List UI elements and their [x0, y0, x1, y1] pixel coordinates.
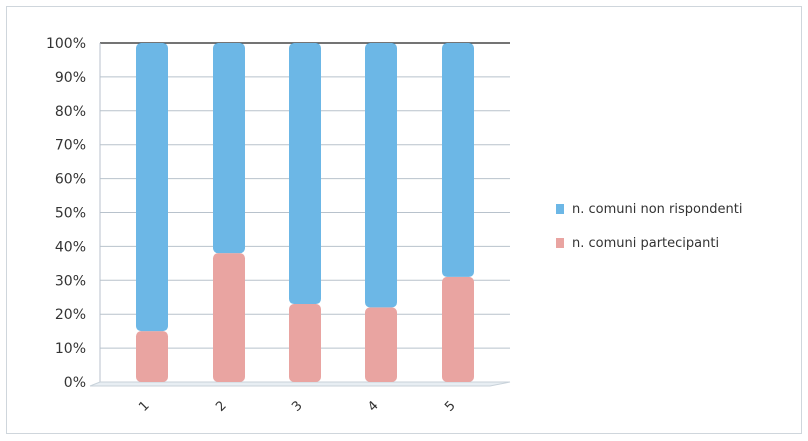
y-tick-label: 70% — [55, 138, 86, 154]
bar-non-rispondenti — [365, 43, 397, 308]
legend-item-non-rispondenti: n. comuni non rispondenti — [556, 200, 742, 218]
y-tick-label: 100% — [46, 36, 86, 52]
legend-swatch-non-rispondenti — [556, 204, 564, 214]
y-axis-ticks: 0% 10% 20% 30% 40% 50% 60% 70% 80% 90% 100% — [46, 36, 86, 391]
legend-item-partecipanti: n. comuni partecipanti — [556, 234, 742, 252]
bar-partecipanti — [365, 307, 397, 382]
x-tick-label: 2 — [213, 398, 229, 414]
bar-non-rispondenti — [289, 43, 321, 305]
bar-non-rispondenti — [213, 43, 245, 254]
y-tick-label: 60% — [55, 172, 86, 188]
y-tick-label: 30% — [55, 273, 86, 289]
y-tick-label: 40% — [55, 239, 86, 255]
bar-partecipanti — [136, 331, 168, 382]
y-tick-label: 90% — [55, 70, 86, 86]
bar-partecipanti — [442, 276, 474, 382]
y-tick-label: 80% — [55, 104, 86, 120]
legend: n. comuni non rispondenti n. comuni part… — [556, 200, 742, 268]
x-tick-label: 4 — [365, 398, 381, 414]
legend-swatch-partecipanti — [556, 238, 564, 248]
y-tick-label: 10% — [55, 341, 86, 357]
legend-label-partecipanti: n. comuni partecipanti — [572, 235, 720, 251]
chart-floor — [89, 381, 511, 387]
bar-non-rispondenti — [136, 43, 168, 332]
x-axis-ticks: 1 2 3 4 5 — [136, 398, 458, 414]
x-tick-label: 3 — [289, 398, 305, 414]
legend-label-non-rispondenti: n. comuni non rispondenti — [572, 201, 743, 217]
x-tick-label: 5 — [442, 398, 458, 414]
bar-non-rispondenti — [442, 43, 474, 277]
y-tick-label: 20% — [55, 307, 86, 323]
x-tick-label: 1 — [136, 398, 152, 414]
y-tick-label: 50% — [55, 206, 86, 222]
bars — [136, 43, 474, 382]
bar-partecipanti — [213, 253, 245, 382]
bar-partecipanti — [289, 304, 321, 382]
y-tick-label: 0% — [64, 375, 86, 391]
